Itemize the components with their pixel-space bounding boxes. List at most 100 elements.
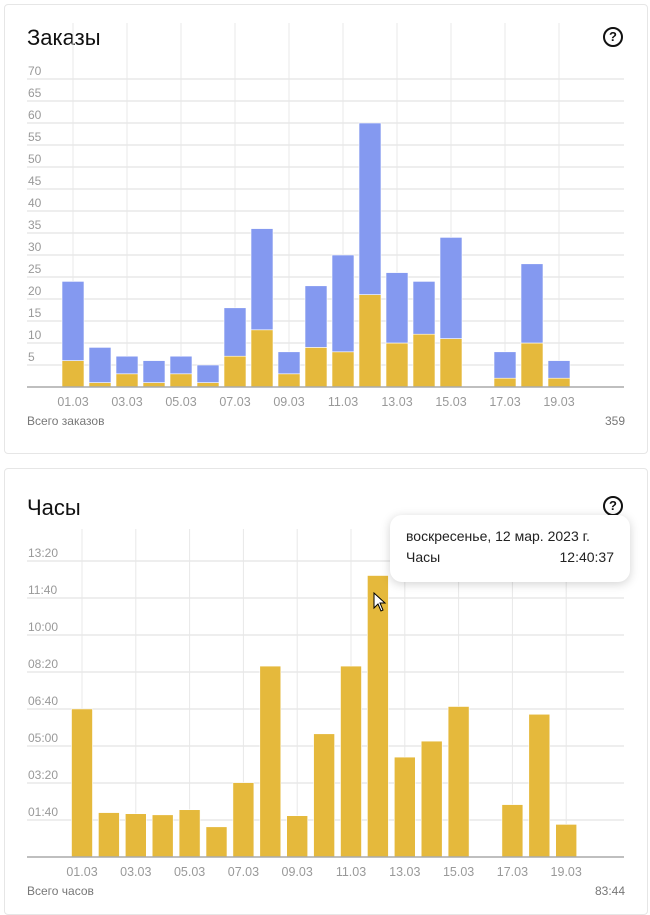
- bar-hours-14.03: [420, 740, 443, 858]
- bar-yellow-13.03: [385, 342, 409, 388]
- bar-yellow-07.03: [223, 355, 247, 388]
- bar-hours-09.03: [286, 815, 309, 858]
- hours-total-label: Всего часов: [27, 884, 94, 898]
- bar-yellow-09.03: [277, 373, 301, 388]
- bar-yellow-03.03: [115, 373, 139, 388]
- y-tick-label: 65: [28, 86, 42, 100]
- tooltip-value: 12:40:37: [559, 549, 615, 565]
- bar-hours-10.03: [313, 733, 335, 858]
- bar-blue-05.03: [169, 355, 193, 375]
- bar-hours-01.03: [71, 708, 93, 858]
- y-tick-label: 30: [28, 240, 42, 254]
- bar-blue-04.03: [142, 360, 166, 383]
- y-tick-label: 25: [28, 262, 42, 276]
- bar-yellow-19.03: [547, 377, 571, 388]
- bar-hours-17.03: [501, 804, 524, 858]
- bar-blue-12.03: [358, 122, 382, 295]
- y-tick-label: 01:40: [28, 805, 58, 819]
- bar-blue-10.03: [304, 285, 328, 348]
- bar-yellow-11.03: [331, 351, 355, 388]
- bar-yellow-05.03: [169, 373, 193, 388]
- hours-total-value: 83:44: [594, 884, 625, 898]
- mouse-cursor-icon: [373, 592, 387, 612]
- bar-yellow-14.03: [412, 333, 436, 388]
- orders-title: Заказы: [27, 25, 101, 50]
- help-icon[interactable]: ?: [603, 27, 623, 47]
- x-tick-label: 19.03: [551, 865, 582, 879]
- bar-yellow-12.03: [358, 294, 382, 388]
- x-tick-label: 03.03: [111, 395, 142, 409]
- x-tick-label: 05.03: [165, 395, 196, 409]
- bar-blue-02.03: [88, 347, 112, 383]
- bar-hours-11.03: [340, 665, 362, 858]
- bar-blue-17.03: [493, 351, 517, 379]
- hours-title: Часы: [27, 495, 81, 520]
- hours-chart: 01:40 03:20 05:00 06:40 08:20 10:00 11:40 13:20…: [27, 529, 624, 879]
- x-tick-label: 07.03: [219, 395, 250, 409]
- bar-blue-19.03: [547, 360, 571, 379]
- bar-yellow-18.03: [520, 342, 544, 388]
- x-tick-label: 05.03: [174, 865, 205, 879]
- bar-yellow-08.03: [250, 329, 274, 388]
- bar-hours-04.03: [151, 814, 174, 858]
- x-tick-label: 15.03: [443, 865, 474, 879]
- x-tick-label: 01.03: [66, 865, 97, 879]
- chart-tooltip: воскресенье, 12 мар. 2023 г. Часы 12:40:…: [390, 515, 630, 582]
- orders-chart: 5 10 15 20 25 30 35 40 45 50 55 60 65 70 01.03 03.03 05.…: [27, 23, 624, 409]
- y-tick-label: 55: [28, 130, 42, 144]
- x-tick-label: 13.03: [389, 865, 420, 879]
- bar-blue-09.03: [277, 351, 301, 375]
- bar-hours-06.03: [205, 826, 228, 858]
- y-tick-label: 45: [28, 174, 42, 188]
- bar-hours-19.03: [555, 824, 578, 858]
- x-tick-label: 17.03: [497, 865, 528, 879]
- y-tick-label: 5: [28, 350, 35, 364]
- bar-yellow-01.03: [61, 360, 85, 388]
- x-tick-label: 17.03: [489, 395, 520, 409]
- bar-hours-12.03: [367, 575, 389, 858]
- y-tick-label: 10: [28, 328, 42, 342]
- x-tick-label: 01.03: [57, 395, 88, 409]
- y-tick-label: 03:20: [28, 768, 58, 782]
- x-tick-label: 09.03: [273, 395, 304, 409]
- bar-hours-13.03: [393, 756, 416, 858]
- bar-blue-14.03: [412, 281, 436, 335]
- tooltip-date: воскресенье, 12 мар. 2023 г.: [406, 528, 590, 544]
- bar-blue-13.03: [385, 272, 409, 344]
- bar-yellow-15.03: [439, 338, 463, 388]
- x-tick-label: 09.03: [282, 865, 313, 879]
- y-tick-label: 11:40: [28, 583, 57, 597]
- y-tick-label: 05:00: [28, 731, 58, 745]
- x-tick-label: 03.03: [120, 865, 151, 879]
- bar-blue-18.03: [520, 263, 544, 344]
- x-tick-label: 19.03: [543, 395, 574, 409]
- x-tick-label: 11.03: [328, 395, 358, 409]
- y-tick-label: 10:00: [28, 620, 58, 634]
- bar-blue-01.03: [61, 281, 85, 361]
- bar-blue-08.03: [250, 228, 274, 331]
- bar-yellow-10.03: [304, 347, 328, 388]
- bar-hours-05.03: [178, 809, 201, 858]
- bar-blue-11.03: [331, 254, 355, 353]
- bar-yellow-17.03: [493, 377, 517, 388]
- bar-hours-07.03: [232, 782, 255, 858]
- y-tick-label: 60: [28, 108, 42, 122]
- orders-total-label: Всего заказов: [27, 414, 105, 428]
- y-tick-label: 06:40: [28, 694, 58, 708]
- bar-hours-02.03: [98, 812, 120, 858]
- y-tick-label: 50: [28, 152, 42, 166]
- bar-hours-15.03: [447, 706, 470, 858]
- y-tick-label: 70: [28, 64, 42, 78]
- bar-blue-15.03: [439, 237, 463, 339]
- x-tick-label: 07.03: [228, 865, 259, 879]
- y-tick-label: 35: [28, 218, 42, 232]
- bar-blue-07.03: [223, 307, 247, 357]
- y-tick-label: 13:20: [28, 546, 58, 560]
- orders-total-value: 359: [604, 414, 625, 428]
- bar-blue-06.03: [196, 364, 220, 383]
- orders-card: Заказы ? 5 10 15 20 25 30 35 40 45 50 55 60 65 70 01.0…: [4, 4, 648, 454]
- bar-blue-03.03: [115, 355, 139, 375]
- tooltip-label: Часы: [406, 549, 441, 565]
- x-tick-label: 13.03: [381, 395, 412, 409]
- bar-hours-08.03: [259, 665, 282, 858]
